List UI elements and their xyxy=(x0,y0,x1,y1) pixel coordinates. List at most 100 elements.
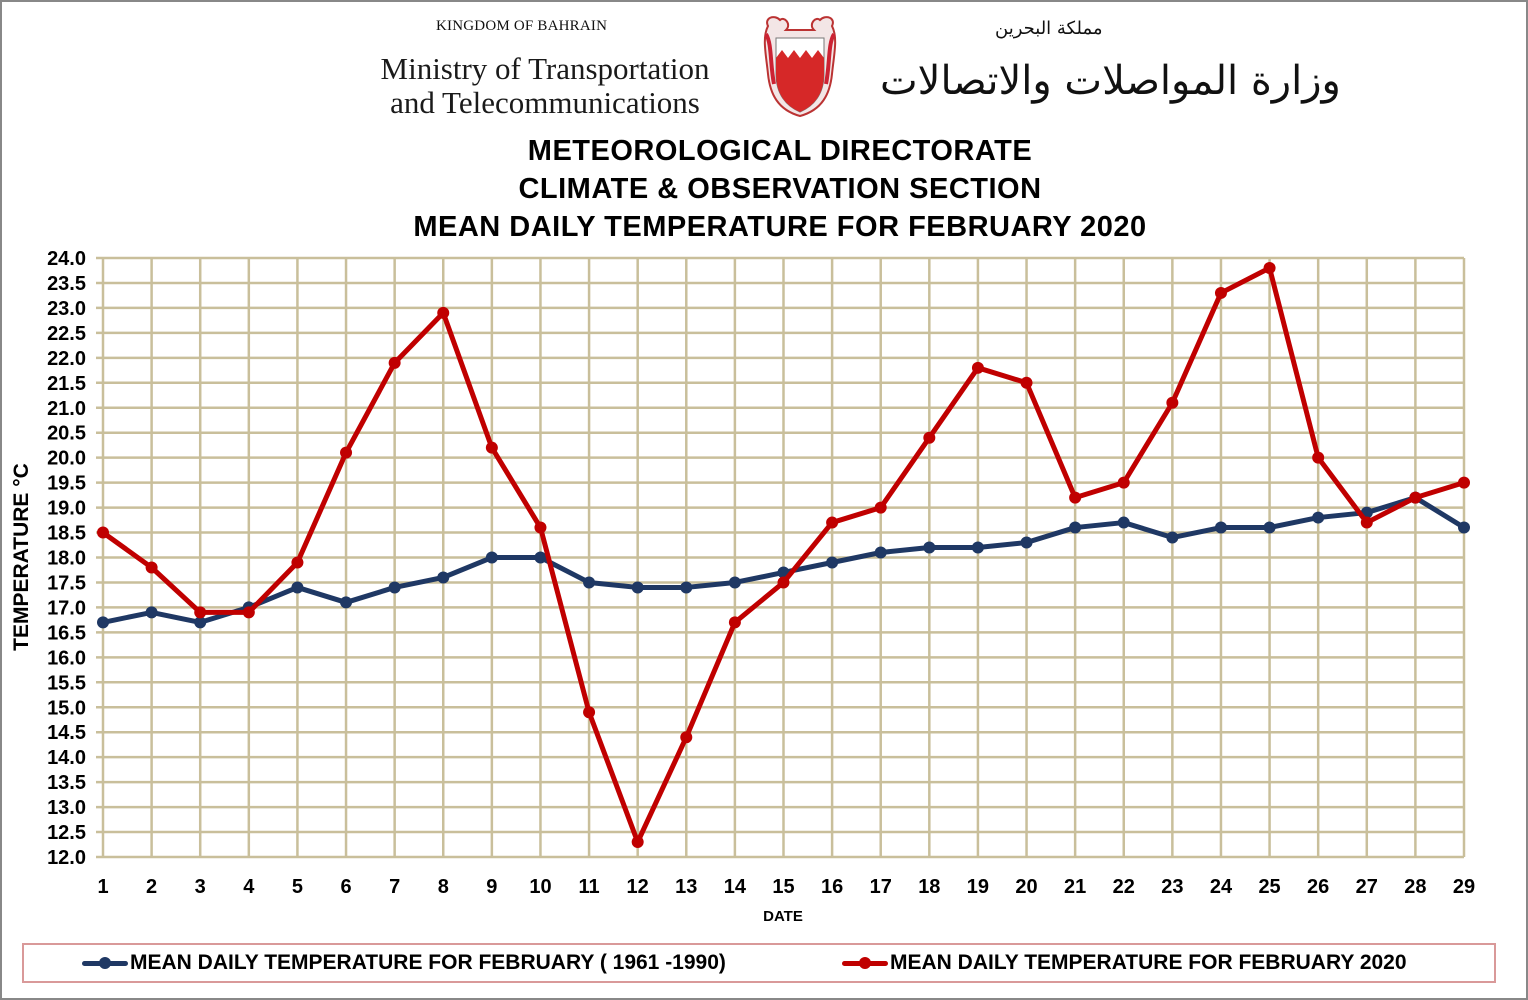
x-tick-label: 19 xyxy=(967,876,989,898)
data-point-2020 xyxy=(1360,516,1373,529)
data-point-2020 xyxy=(971,361,984,374)
data-point-baseline xyxy=(631,581,644,594)
data-point-2020 xyxy=(1166,396,1179,409)
y-tick-label: 18.5 xyxy=(47,523,86,545)
data-point-baseline xyxy=(728,576,741,589)
y-tick-label: 15.0 xyxy=(47,697,86,719)
data-point-2020 xyxy=(388,356,401,369)
data-point-baseline xyxy=(534,551,547,564)
y-axis-ticks: 12.0 12.5 13.0 13.5 14.0 14.5 15.0 15.5 16.0 16.5… xyxy=(47,248,86,869)
y-tick-label: 17.5 xyxy=(47,572,86,594)
arabic-kingdom-label: مملكة البحرين xyxy=(995,18,1103,39)
data-point-baseline xyxy=(145,606,158,619)
x-tick-label: 10 xyxy=(529,876,551,898)
arabic-ministry-name: وزارة المواصلات والاتصالات xyxy=(880,58,1341,104)
y-tick-label: 12.0 xyxy=(47,847,86,869)
x-tick-label: 5 xyxy=(292,876,303,898)
chart-title: METEOROLOGICAL DIRECTORATE CLIMATE & OBS… xyxy=(0,132,1528,246)
x-tick-label: 21 xyxy=(1064,876,1086,898)
x-tick-label: 4 xyxy=(243,876,255,898)
data-point-2020 xyxy=(340,446,353,459)
data-point-2020 xyxy=(145,561,158,574)
y-tick-label: 23.5 xyxy=(47,273,86,295)
data-point-baseline xyxy=(1069,521,1082,534)
data-point-2020 xyxy=(1312,451,1325,464)
legend-label-baseline: MEAN DAILY TEMPERATURE FOR FEBRUARY ( 19… xyxy=(130,951,726,974)
y-tick-label: 22.0 xyxy=(47,348,86,370)
data-point-2020 xyxy=(1409,491,1422,504)
title-line-2: CLIMATE & OBSERVATION SECTION xyxy=(518,173,1042,205)
legend-item-baseline: MEAN DAILY TEMPERATURE FOR FEBRUARY ( 19… xyxy=(82,951,726,975)
data-point-2020 xyxy=(97,526,109,539)
y-tick-label: 24.0 xyxy=(47,248,86,270)
x-tick-label: 11 xyxy=(578,876,599,898)
ministry-name: Ministry of Transportation and Telecommu… xyxy=(350,52,740,120)
data-point-2020 xyxy=(923,431,936,444)
x-tick-label: 27 xyxy=(1356,876,1378,898)
x-tick-label: 17 xyxy=(870,876,892,898)
x-tick-label: 3 xyxy=(195,876,206,898)
y-tick-label: 16.0 xyxy=(47,647,86,669)
ministry-line-1: Ministry of Transportation xyxy=(380,51,710,86)
data-point-2020 xyxy=(242,606,255,619)
x-tick-label: 13 xyxy=(675,876,697,898)
data-point-2020 xyxy=(874,501,887,514)
x-tick-label: 18 xyxy=(918,876,940,898)
data-point-2020 xyxy=(680,731,693,744)
legend-label-2020: MEAN DAILY TEMPERATURE FOR FEBRUARY 2020 xyxy=(890,951,1407,974)
data-point-baseline xyxy=(583,576,596,589)
data-point-baseline xyxy=(923,541,936,554)
data-point-baseline xyxy=(1117,516,1130,529)
series-group xyxy=(97,261,1470,849)
x-tick-label: 6 xyxy=(340,876,351,898)
data-point-2020 xyxy=(1117,476,1130,489)
data-point-baseline xyxy=(340,596,353,609)
data-point-2020 xyxy=(583,706,596,719)
x-axis-ticks: 1 2 3 4 5 6 7 8 9 10 11 12 13 14 15 16 17 18 19 20 21 22 23 24 2… xyxy=(97,876,1475,898)
y-tick-label: 19.0 xyxy=(47,498,86,520)
y-tick-label: 22.5 xyxy=(47,323,86,345)
data-point-baseline xyxy=(680,581,693,594)
x-tick-label: 22 xyxy=(1113,876,1135,898)
data-point-baseline xyxy=(1166,531,1179,544)
data-point-2020 xyxy=(194,606,207,619)
legend-marker-2020 xyxy=(842,956,888,970)
data-point-2020 xyxy=(728,616,741,629)
data-point-2020 xyxy=(1263,261,1276,274)
legend: MEAN DAILY TEMPERATURE FOR FEBRUARY ( 19… xyxy=(22,943,1496,983)
data-point-2020 xyxy=(1020,376,1033,389)
ministry-line-2: and Telecommunications xyxy=(390,85,700,120)
data-point-2020 xyxy=(485,441,498,454)
kingdom-label: KINGDOM OF BAHRAIN xyxy=(436,18,608,34)
x-tick-label: 20 xyxy=(1015,876,1037,898)
x-tick-label: 25 xyxy=(1258,876,1280,898)
y-tick-label: 21.0 xyxy=(47,398,86,420)
series-2020 xyxy=(97,261,1470,849)
x-tick-label: 24 xyxy=(1210,876,1233,898)
x-tick-label: 8 xyxy=(438,876,449,898)
x-tick-label: 14 xyxy=(724,876,747,898)
data-point-2020 xyxy=(437,306,450,319)
x-tick-label: 1 xyxy=(97,876,108,898)
y-tick-label: 13.5 xyxy=(47,772,86,794)
y-tick-label: 14.5 xyxy=(47,722,86,744)
data-point-baseline xyxy=(971,541,984,554)
data-point-2020 xyxy=(534,521,547,534)
x-tick-label: 12 xyxy=(627,876,649,898)
y-tick-label: 18.0 xyxy=(47,548,86,570)
x-tick-label: 9 xyxy=(486,876,497,898)
data-point-2020 xyxy=(1069,491,1082,504)
y-tick-label: 13.0 xyxy=(47,797,86,819)
y-tick-label: 17.0 xyxy=(47,597,86,619)
legend-marker-baseline xyxy=(82,956,128,970)
data-point-2020 xyxy=(1458,476,1470,489)
data-point-baseline xyxy=(874,546,887,559)
y-tick-label: 14.0 xyxy=(47,747,86,769)
x-tick-label: 15 xyxy=(772,876,794,898)
x-tick-label: 16 xyxy=(821,876,843,898)
y-tick-label: 20.0 xyxy=(47,448,86,470)
y-axis-label: TEMPERATURE °C xyxy=(10,463,33,651)
legend-item-2020: MEAN DAILY TEMPERATURE FOR FEBRUARY 2020 xyxy=(842,951,1407,975)
